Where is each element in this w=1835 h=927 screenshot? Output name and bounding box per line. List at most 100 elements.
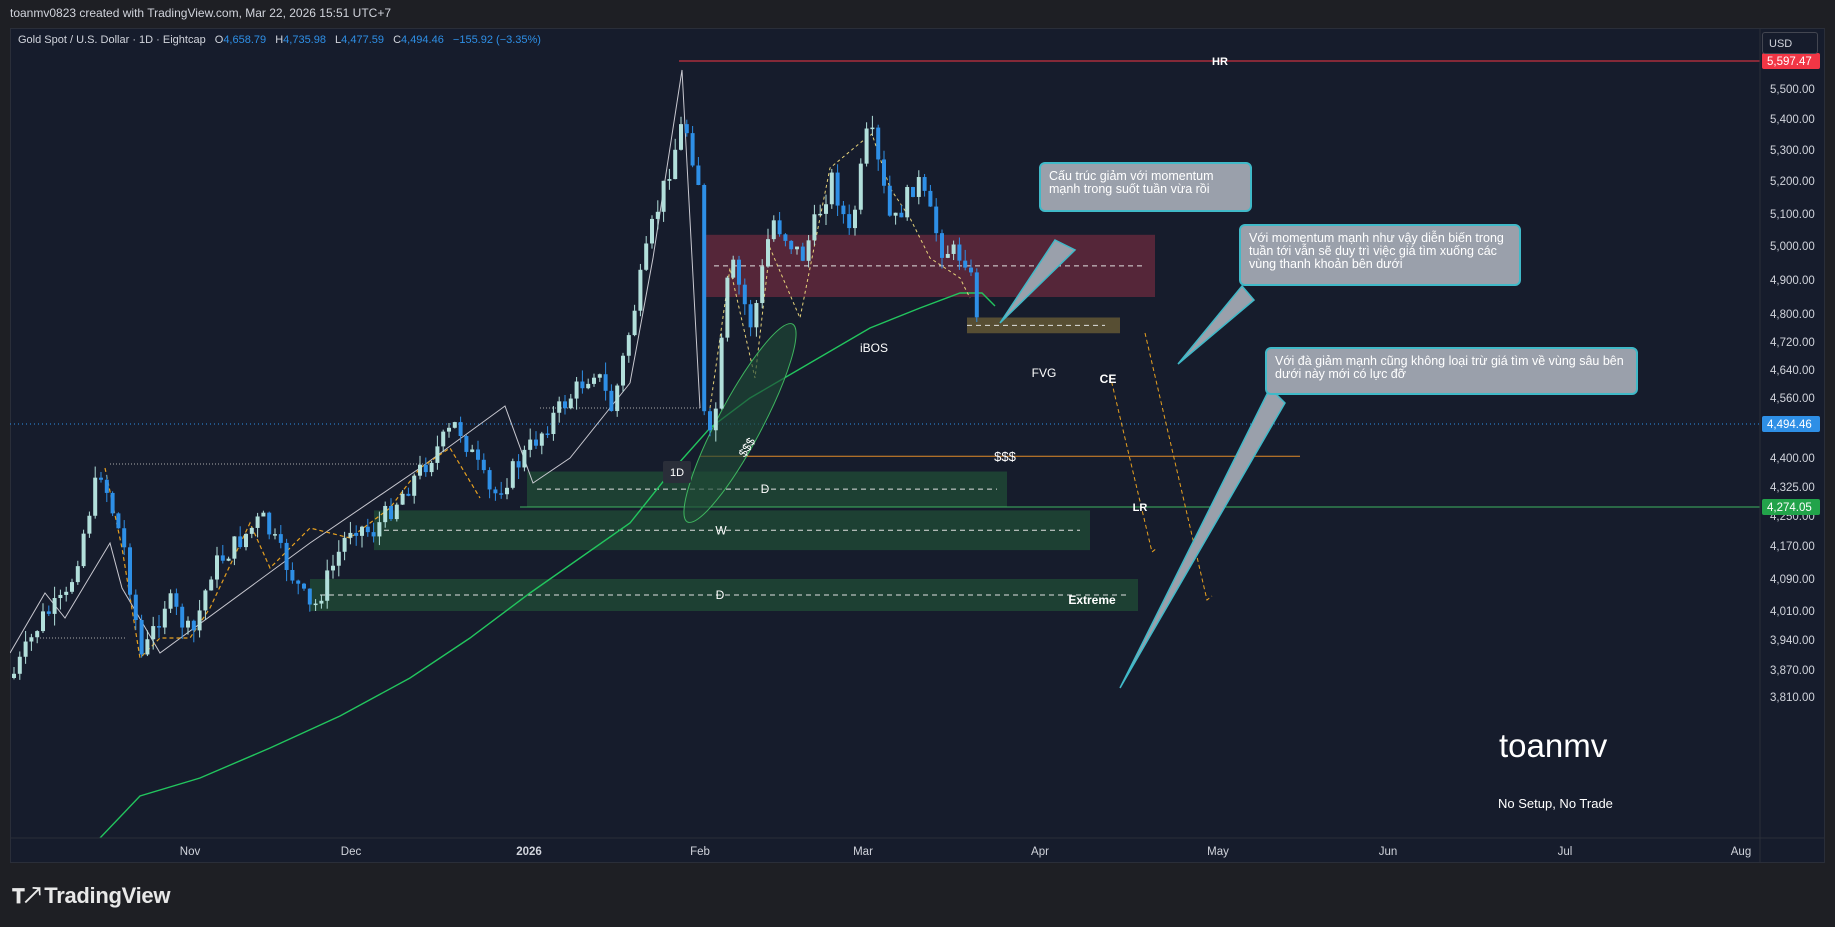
candle-body: [516, 461, 521, 468]
candle-body: [93, 477, 98, 516]
price-tag-label: 4,274.05: [1767, 502, 1812, 514]
candle-body: [447, 427, 451, 432]
time-tick-label: Feb: [690, 846, 710, 858]
close-value: 4,494.46: [401, 34, 444, 46]
price-tick-label: 3,870.00: [1770, 665, 1815, 677]
open-value: 4,658.79: [223, 34, 267, 46]
candle-body: [81, 533, 86, 567]
candle-body: [661, 180, 666, 212]
price-tag-box: [1762, 53, 1820, 69]
candle-body: [760, 266, 765, 304]
callout-pointer-2: [1177, 284, 1256, 365]
candle-body: [267, 512, 272, 535]
price-tick-label: 4,560.00: [1770, 393, 1815, 405]
candle-body: [916, 177, 921, 197]
price-tick-label: 4,170.00: [1770, 541, 1815, 553]
candle-body: [336, 551, 341, 566]
price-tick-label: 3,810.00: [1770, 692, 1815, 704]
candle-body: [522, 449, 527, 468]
tf-tag-label: 1D: [670, 467, 684, 479]
currency-button[interactable]: USD: [1762, 32, 1818, 54]
trendline-white: [10, 382, 631, 654]
candle-body: [835, 172, 840, 206]
candle-body: [806, 240, 811, 261]
tradingview-logo[interactable]: 𝐓↗ TradingView: [12, 883, 170, 909]
candle-body: [545, 433, 550, 435]
price-tick-label: 4,640.00: [1770, 365, 1815, 377]
symbol-legend: Gold Spot / U.S. Dollar · 1D · Eightcap …: [18, 34, 541, 46]
time-tick-label: Dec: [341, 846, 362, 858]
time-tick-label: 2026: [516, 846, 542, 858]
zone-extreme-label: Extreme: [1068, 593, 1116, 607]
candle-body: [180, 606, 185, 628]
zones-layer: [310, 234, 1155, 611]
candle-body: [418, 464, 422, 476]
candle-body: [528, 439, 533, 450]
candle-body: [882, 159, 886, 186]
price-tick-label: 4,325.00: [1770, 482, 1815, 494]
candle-body: [238, 536, 243, 548]
candle-body: [795, 246, 799, 250]
low-value: 4,477.59: [341, 34, 384, 46]
candle-body: [29, 637, 34, 642]
candle-body: [789, 240, 794, 250]
zone-ibos-label: iBOS: [860, 341, 888, 355]
candle-body: [383, 505, 388, 523]
candle-body: [539, 433, 544, 446]
candle-body: [487, 470, 492, 490]
candle-body: [145, 639, 150, 655]
candle-body: [273, 534, 277, 536]
candle-body: [644, 243, 649, 270]
price-tick-label: 3,940.00: [1770, 635, 1815, 647]
tagline-text: No Setup, No Trade: [1498, 796, 1613, 811]
candle-body: [905, 186, 910, 218]
candle-body: [684, 124, 689, 134]
candle-body: [122, 528, 127, 548]
candle-body: [307, 588, 312, 605]
candle-body: [35, 631, 40, 638]
candle-body: [209, 579, 214, 591]
candle-body: [696, 165, 701, 185]
price-tick-label: 5,000.00: [1770, 241, 1815, 253]
candle-body: [325, 570, 330, 601]
chart-frame[interactable]: [10, 28, 1825, 863]
candle-body: [302, 583, 306, 589]
candle-body: [505, 487, 509, 495]
candle-body: [580, 381, 585, 389]
price-tick-label: 4,090.00: [1770, 574, 1815, 586]
candle-body: [928, 190, 933, 207]
candle-body: [673, 149, 678, 180]
candle-body: [667, 179, 672, 181]
low-label: L: [335, 34, 342, 46]
candle-body: [186, 620, 190, 628]
candle-body: [853, 209, 857, 229]
candle-body: [17, 656, 22, 674]
time-axis[interactable]: Nov Dec 2026 Feb Mar Apr May Jun Jul Aug: [10, 837, 1825, 858]
candle-body: [742, 284, 747, 305]
price-axis[interactable]: 5,500.00 5,400.00 5,300.00 5,200.00 5,100.00…: [1759, 28, 1815, 863]
candle-body: [731, 259, 736, 278]
tradingview-logo-text: TradingView: [44, 883, 171, 908]
candle-body: [394, 504, 399, 520]
candle-body: [922, 177, 927, 191]
candle-body: [157, 626, 161, 628]
candle-body: [510, 461, 515, 488]
change-value: −155.92 (−3.35%): [452, 34, 541, 46]
level-lr-label: LR: [1133, 502, 1148, 514]
candle-body: [650, 218, 654, 244]
candle-body: [290, 569, 295, 581]
candle-body: [551, 412, 556, 435]
price-tick-label: 5,100.00: [1770, 209, 1815, 221]
candle-body: [870, 127, 875, 130]
candle-body: [58, 594, 63, 599]
candle-body: [371, 532, 376, 537]
projection-path-1: [1109, 374, 1158, 553]
candle-body: [690, 133, 695, 166]
candle-body: [725, 277, 730, 338]
candle-body: [52, 598, 57, 614]
candle-body: [632, 310, 637, 336]
candle-body: [104, 479, 109, 493]
candle-body: [406, 493, 411, 496]
candle-body: [261, 512, 266, 517]
